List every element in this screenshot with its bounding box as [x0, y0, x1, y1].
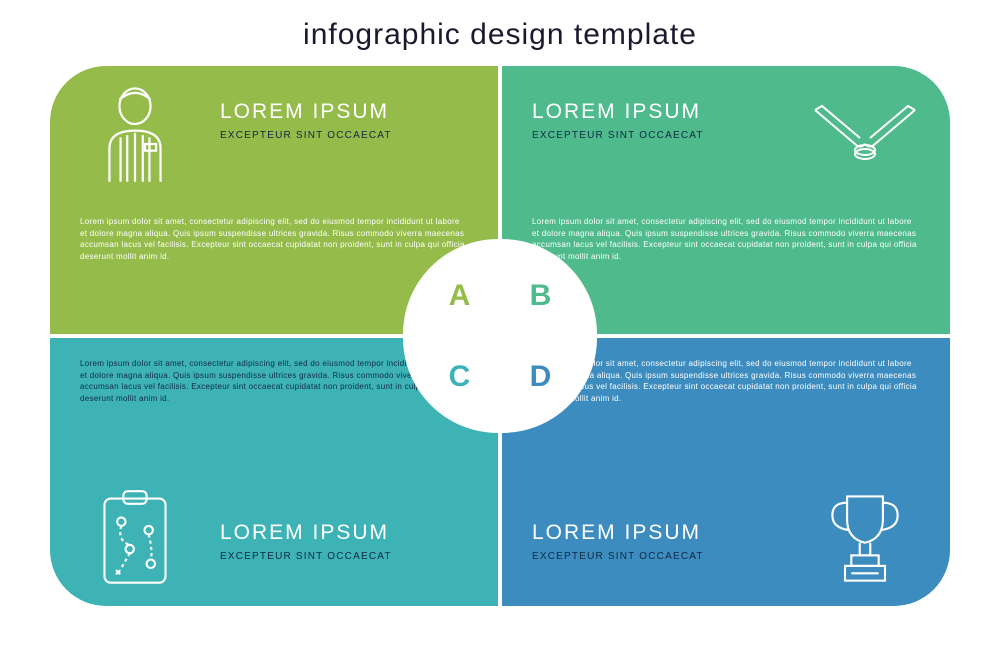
panel-d-subheading: EXCEPTEUR SINT OCCAECAT [532, 551, 780, 562]
panel-d-heading-block: LOREM IPSUM EXCEPTEUR SINT OCCAECAT [532, 521, 780, 562]
panel-c-heading-block: LOREM IPSUM EXCEPTEUR SINT OCCAECAT [220, 521, 478, 562]
letter-a: A [449, 279, 471, 313]
panel-c-heading: LOREM IPSUM [220, 521, 478, 545]
panel-b-subheading: EXCEPTEUR SINT OCCAECAT [532, 130, 780, 141]
panel-b-heading-block: LOREM IPSUM EXCEPTEUR SINT OCCAECAT [532, 100, 780, 141]
trophy-icon [800, 488, 930, 588]
panel-a-heading-block: LOREM IPSUM EXCEPTEUR SINT OCCAECAT [220, 100, 478, 141]
letter-c: C [449, 360, 471, 394]
referee-icon [70, 84, 200, 184]
panel-a-subheading: EXCEPTEUR SINT OCCAECAT [220, 130, 478, 141]
panel-d-heading: LOREM IPSUM [532, 521, 780, 545]
panel-a-body: Lorem ipsum dolor sit amet, consectetur … [80, 216, 468, 262]
panel-b-heading: LOREM IPSUM [532, 100, 780, 124]
letter-b: B [530, 279, 552, 313]
page-title: infographic design template [0, 0, 1000, 66]
panel-c-subheading: EXCEPTEUR SINT OCCAECAT [220, 551, 478, 562]
panel-a-heading: LOREM IPSUM [220, 100, 478, 124]
infographic-grid: LOREM IPSUM EXCEPTEUR SINT OCCAECAT Lore… [50, 66, 950, 606]
panel-b-body: Lorem ipsum dolor sit amet, consectetur … [532, 216, 920, 262]
hockey-sticks-icon [800, 84, 930, 184]
letter-d: D [530, 360, 552, 394]
strategy-board-icon [70, 488, 200, 588]
